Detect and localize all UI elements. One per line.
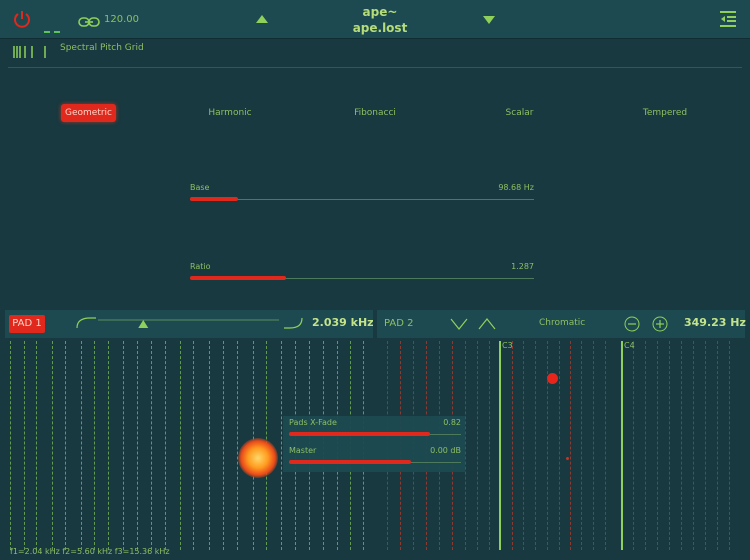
- pad2-header: [377, 310, 745, 338]
- pad2-grid-line: [535, 341, 536, 550]
- pad1-grid-line: [209, 341, 210, 550]
- pad1-grid-line: [165, 341, 166, 550]
- ratio-slider-track[interactable]: [190, 278, 534, 279]
- pad1-grid-line: [81, 341, 82, 550]
- arrow-down-icon[interactable]: [483, 16, 495, 24]
- pad2-grid-line: [657, 341, 658, 550]
- master-value: 0.00 dB: [430, 446, 461, 455]
- pad2-grid-line: [717, 341, 718, 550]
- pad2-grid-line: [570, 341, 571, 550]
- pad2-grid-line: [581, 341, 582, 550]
- pad1-header: [5, 310, 373, 338]
- pad1-grid-line: [123, 341, 124, 550]
- pad1-range-slider[interactable]: [76, 314, 306, 330]
- pad1-grid-line: [24, 341, 25, 550]
- grid-module-icon: [13, 43, 47, 58]
- app-title: ape~: [362, 5, 398, 19]
- arrow-up-icon[interactable]: [256, 15, 268, 23]
- pad2-grid-line: [705, 341, 706, 550]
- module-title: Spectral Pitch Grid: [60, 43, 144, 53]
- xfade-value: 0.82: [443, 418, 461, 427]
- pad2-frequency: 349.23 Hz: [684, 316, 746, 329]
- pad2-grid-line: [512, 341, 513, 550]
- c4-marker: C4: [624, 341, 635, 350]
- xfade-slider-fill[interactable]: [289, 432, 430, 436]
- pad1-grid-line: [36, 341, 37, 550]
- pad1-grid-line: [193, 341, 194, 550]
- tab-scalar[interactable]: Scalar: [505, 108, 534, 118]
- pad2-grid-line: [633, 341, 634, 550]
- pad1-grid-line: [237, 341, 238, 550]
- tab-fibonacci[interactable]: Fibonacci: [354, 108, 396, 118]
- base-slider-fill[interactable]: [190, 197, 238, 201]
- pad1-grid-line: [94, 341, 95, 550]
- power-icon[interactable]: [12, 9, 32, 29]
- base-label: Base: [190, 183, 210, 192]
- c3-marker: C3: [502, 341, 513, 350]
- c4-line: [621, 341, 623, 550]
- status-indicator: [44, 31, 60, 35]
- ratio-value: 1.287: [511, 262, 534, 271]
- pad2-grid-line: [523, 341, 524, 550]
- pad1-grid-line: [137, 341, 138, 550]
- pad1-grid-line: [10, 341, 11, 550]
- pad1-grid-line: [65, 341, 66, 550]
- divider: [8, 67, 742, 68]
- tab-tempered[interactable]: Tempered: [642, 108, 688, 118]
- pad2-button[interactable]: PAD 2: [384, 318, 414, 329]
- xfade-label: Pads X-Fade: [289, 418, 337, 427]
- tempo-value[interactable]: 120.00: [104, 14, 139, 25]
- master-label: Master: [289, 446, 317, 455]
- pad1-grid-line: [223, 341, 224, 550]
- pad2-grid-line: [477, 341, 478, 550]
- pad2-grid-line: [645, 341, 646, 550]
- pad2-grid-line: [547, 341, 548, 550]
- base-slider-track[interactable]: [190, 199, 534, 200]
- pad1-grid-line: [281, 341, 282, 550]
- pad2-grid-line: [669, 341, 670, 550]
- pad2-grid-line: [681, 341, 682, 550]
- ratio-label: Ratio: [190, 262, 211, 271]
- pad2-grid-line: [465, 341, 466, 550]
- pad1-frequency: 2.039 kHz: [312, 316, 374, 329]
- pad2-grid-line: [729, 341, 730, 550]
- ratio-slider-fill[interactable]: [190, 276, 286, 280]
- pad2-grid-line: [489, 341, 490, 550]
- pad2-grid-line: [605, 341, 606, 550]
- pad1-button[interactable]: PAD 1: [9, 315, 45, 333]
- pad1-touch-point[interactable]: [238, 438, 278, 478]
- tab-geometric[interactable]: Geometric: [61, 104, 116, 122]
- minus-icon[interactable]: [624, 316, 640, 332]
- top-bar: [0, 0, 750, 39]
- base-value: 98.68 Hz: [498, 183, 534, 192]
- formant-readout: f1=2.04 kHz f2=5.60 kHz f3=15.36 kHz: [10, 547, 170, 556]
- pad2-mode[interactable]: Chromatic: [539, 318, 586, 328]
- pad1-grid-line: [108, 341, 109, 550]
- pad1-grid-line: [52, 341, 53, 550]
- pad2-grid-line: [593, 341, 594, 550]
- preset-name[interactable]: ape.lost: [352, 21, 408, 35]
- plus-icon[interactable]: [652, 316, 668, 332]
- pad2-marker-dot: [566, 457, 569, 460]
- link-icon[interactable]: [78, 13, 100, 27]
- menu-icon[interactable]: [718, 9, 738, 29]
- pad2-grid-line: [693, 341, 694, 550]
- pad2-touch-point[interactable]: [547, 373, 558, 384]
- pad2-grid-line: [559, 341, 560, 550]
- tab-harmonic[interactable]: Harmonic: [208, 108, 252, 118]
- c3-line: [499, 341, 501, 550]
- pad1-grid-line: [180, 341, 181, 550]
- chevron-down-icon[interactable]: [450, 316, 468, 330]
- chevron-up-icon[interactable]: [478, 316, 496, 330]
- pad1-grid-line: [151, 341, 152, 550]
- master-slider-fill[interactable]: [289, 460, 411, 464]
